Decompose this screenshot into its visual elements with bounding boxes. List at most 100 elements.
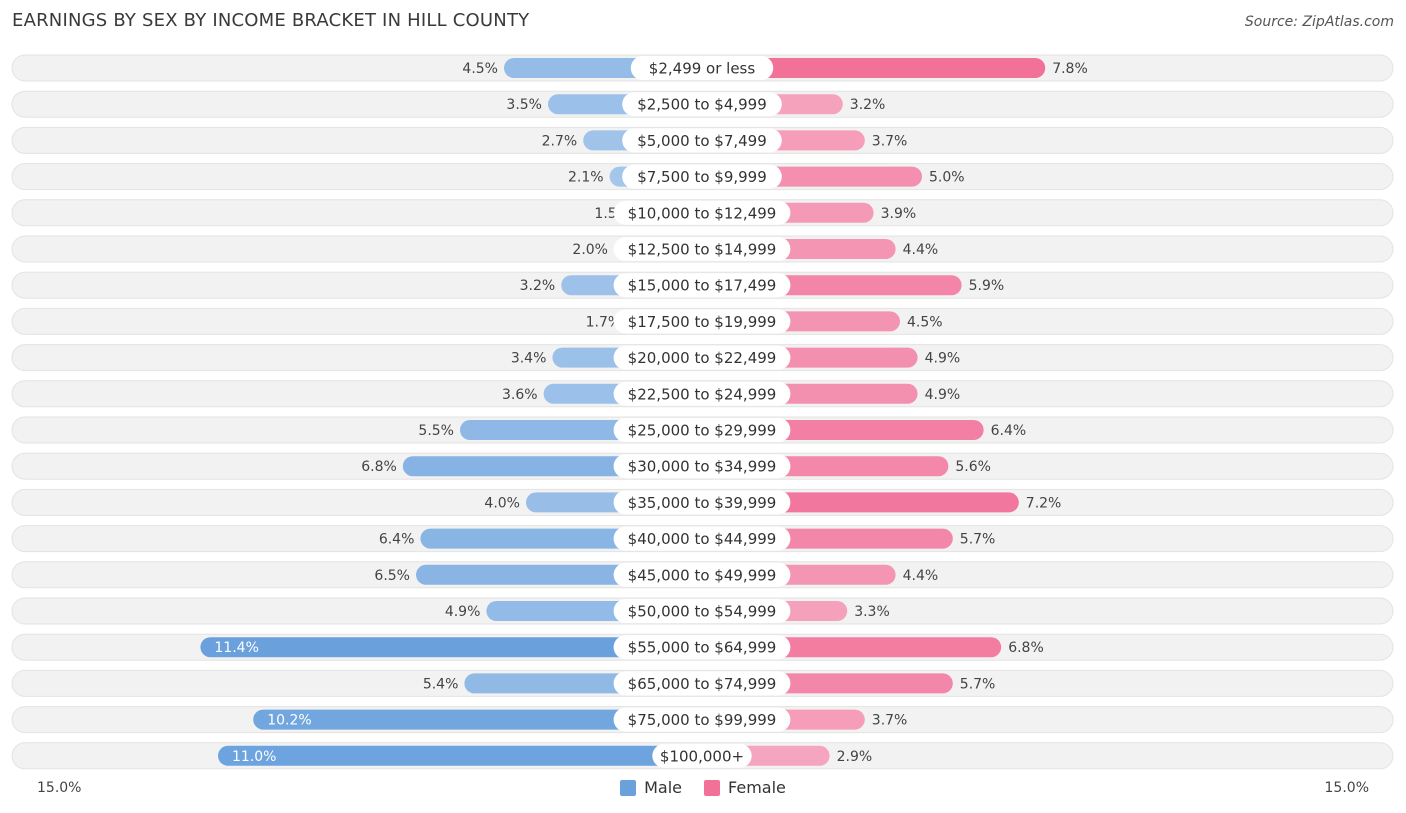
category-pill (613, 200, 791, 225)
category-label: $65,000 to $74,999 (628, 675, 777, 693)
category-pill (613, 345, 791, 370)
category-label: $25,000 to $29,999 (628, 422, 777, 440)
bar-row: 3.2% 5.9% $15,000 to $17,499 (11, 271, 1394, 299)
legend-label-male: Male (644, 778, 683, 797)
female-bar (702, 58, 1046, 78)
male-value-label: 3.5% (506, 97, 542, 113)
bar-row: 2.7% 3.7% $5,000 to $7,499 (11, 126, 1394, 154)
category-pill (622, 92, 782, 117)
category-label: $10,000 to $12,499 (628, 204, 777, 222)
chart-title: EARNINGS BY SEX BY INCOME BRACKET IN HIL… (12, 10, 530, 31)
female-value-label: 3.2% (850, 97, 886, 113)
legend: Male Female (0, 778, 1406, 797)
bar-row: 6.5% 4.4% $45,000 to $49,999 (11, 561, 1394, 589)
category-label: $7,500 to $9,999 (637, 168, 767, 186)
male-value-label: 10.2% (267, 713, 311, 729)
legend-label-female: Female (728, 778, 786, 797)
male-value-label: 3.6% (502, 387, 538, 403)
category-pill (613, 671, 791, 696)
category-pill (613, 418, 791, 442)
bar-row: 10.2% 3.7% $75,000 to $99,999 (11, 706, 1394, 734)
bar-row: 6.4% 5.7% $40,000 to $44,999 (11, 525, 1394, 553)
category-label: $100,000+ (660, 747, 744, 765)
bar-row: 1.7% 4.5% $17,500 to $19,999 (11, 307, 1394, 335)
category-label: $75,000 to $99,999 (628, 711, 777, 729)
female-value-label: 3.7% (872, 133, 908, 149)
female-value-label: 5.0% (929, 170, 965, 186)
female-value-label: 3.7% (872, 713, 908, 729)
bar-row: 5.4% 5.7% $65,000 to $74,999 (11, 669, 1394, 697)
female-value-label: 3.3% (854, 604, 890, 620)
male-value-label: 2.1% (568, 170, 604, 186)
female-value-label: 6.8% (1008, 640, 1044, 656)
female-value-label: 4.9% (925, 387, 961, 403)
legend-item-female: Female (704, 778, 786, 797)
category-pill (613, 273, 791, 298)
male-value-label: 11.4% (214, 640, 258, 656)
category-pill (622, 164, 782, 189)
bar-row: 4.5% 7.8% $2,499 or less (11, 54, 1394, 82)
category-pill (613, 599, 791, 623)
source-credit: Source: ZipAtlas.com (1244, 14, 1394, 30)
bar-row: 3.6% 4.9% $22,500 to $24,999 (11, 380, 1394, 408)
category-label: $30,000 to $34,999 (628, 458, 777, 476)
bar-row: 3.5% 3.2% $2,500 to $4,999 (11, 90, 1394, 118)
category-label: $40,000 to $44,999 (628, 530, 777, 548)
category-label: $45,000 to $49,999 (628, 566, 777, 584)
female-value-label: 5.6% (955, 459, 991, 475)
female-value-label: 5.9% (969, 278, 1005, 294)
bar-row: 3.4% 4.9% $20,000 to $22,499 (11, 344, 1394, 372)
legend-item-male: Male (620, 778, 682, 797)
legend-swatch-male (620, 779, 637, 796)
male-value-label: 3.4% (511, 351, 547, 367)
category-label: $15,000 to $17,499 (628, 277, 777, 295)
female-value-label: 6.4% (991, 423, 1027, 439)
female-value-label: 5.7% (960, 532, 996, 548)
category-pill (630, 56, 774, 80)
bar-row: 11.4% 6.8% $55,000 to $64,999 (11, 633, 1394, 661)
male-value-label: 2.7% (542, 133, 578, 149)
bar-row: 2.1% 5.0% $7,500 to $9,999 (11, 163, 1394, 191)
axis-min-label: 15.0% (37, 780, 82, 796)
category-label: $35,000 to $39,999 (628, 494, 777, 512)
male-bar (218, 745, 702, 766)
male-value-label: 4.9% (445, 604, 481, 620)
female-value-label: 4.5% (907, 314, 943, 330)
male-value-label: 4.5% (462, 61, 498, 77)
male-value-label: 6.4% (379, 532, 415, 548)
female-value-label: 7.2% (1026, 495, 1062, 511)
legend-swatch-female (704, 779, 721, 796)
female-value-label: 4.4% (903, 568, 939, 584)
male-value-label: 6.5% (374, 568, 410, 584)
diverging-bar-chart: 4.5% 7.8% $2,499 or less 3.5% 3.2% $2,500 to … (11, 54, 1394, 770)
category-label: $17,500 to $19,999 (628, 313, 777, 331)
bar-row: 6.8% 5.6% $30,000 to $34,999 (11, 452, 1394, 480)
category-label: $5,000 to $7,499 (637, 132, 767, 150)
bar-row: 5.5% 6.4% $25,000 to $29,999 (11, 416, 1394, 444)
male-value-label: 3.2% (520, 278, 556, 294)
axis-max-label: 15.0% (1324, 780, 1369, 796)
category-label: $50,000 to $54,999 (628, 603, 777, 621)
category-pill (613, 237, 791, 261)
bar-row: 4.0% 7.2% $35,000 to $39,999 (11, 488, 1394, 516)
bar-row: 11.0% 2.9% $100,000+ (11, 742, 1394, 770)
category-label: $2,500 to $4,999 (637, 96, 767, 114)
bar-row: 2.0% 4.4% $12,500 to $14,999 (11, 235, 1394, 263)
female-value-label: 2.9% (837, 749, 873, 765)
male-value-label: 2.0% (572, 242, 608, 258)
category-label: $12,500 to $14,999 (628, 241, 777, 259)
category-pill (613, 454, 791, 479)
male-value-label: 5.4% (423, 676, 459, 692)
category-pill (613, 707, 791, 732)
category-pill (613, 526, 791, 551)
female-value-label: 3.9% (881, 206, 917, 222)
female-value-label: 4.4% (903, 242, 939, 258)
male-value-label: 1.7% (586, 314, 622, 330)
category-pill (613, 309, 791, 334)
category-label: $55,000 to $64,999 (628, 639, 777, 657)
category-label: $22,500 to $24,999 (628, 385, 777, 403)
male-value-label: 11.0% (232, 749, 276, 765)
male-value-label: 4.0% (484, 495, 520, 511)
bar-row: 4.9% 3.3% $50,000 to $54,999 (11, 597, 1394, 625)
category-label: $20,000 to $22,499 (628, 349, 777, 367)
